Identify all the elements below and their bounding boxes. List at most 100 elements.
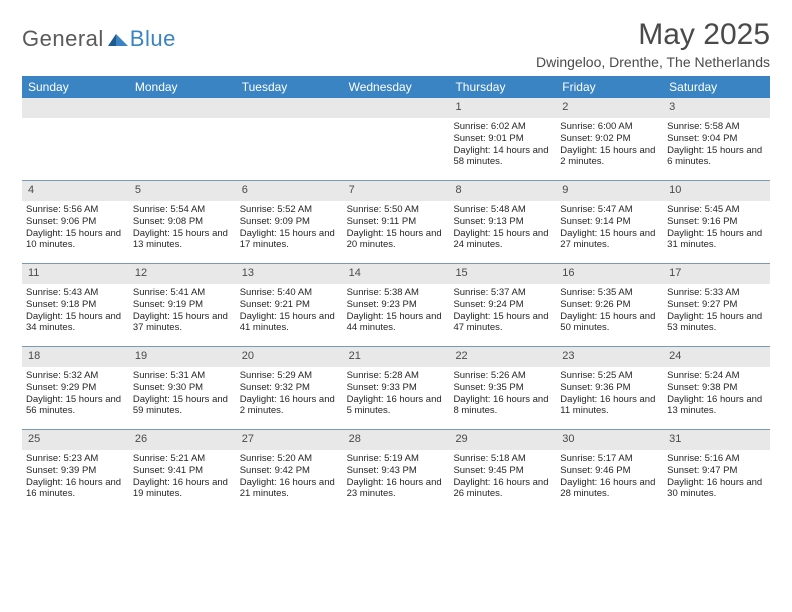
day-cell <box>22 98 129 180</box>
sunset-text: Sunset: 9:36 PM <box>560 382 659 394</box>
day-cell: 4Sunrise: 5:56 AMSunset: 9:06 PMDaylight… <box>22 181 129 263</box>
logo-mark-icon <box>108 30 128 51</box>
sunrise-text: Sunrise: 5:52 AM <box>240 204 339 216</box>
sunrise-text: Sunrise: 6:02 AM <box>453 121 552 133</box>
sunrise-text: Sunrise: 6:00 AM <box>560 121 659 133</box>
day-number: 6 <box>236 181 343 201</box>
daylight-text: Daylight: 15 hours and 47 minutes. <box>453 311 552 335</box>
day-number: 25 <box>22 430 129 450</box>
daylight-text: Daylight: 15 hours and 6 minutes. <box>667 145 766 169</box>
day-number: 13 <box>236 264 343 284</box>
daylight-text: Daylight: 15 hours and 50 minutes. <box>560 311 659 335</box>
sunrise-text: Sunrise: 5:26 AM <box>453 370 552 382</box>
sunset-text: Sunset: 9:01 PM <box>453 133 552 145</box>
sunrise-text: Sunrise: 5:38 AM <box>347 287 446 299</box>
daylight-text: Daylight: 16 hours and 26 minutes. <box>453 477 552 501</box>
daylight-text: Daylight: 15 hours and 24 minutes. <box>453 228 552 252</box>
sunrise-text: Sunrise: 5:20 AM <box>240 453 339 465</box>
day-cell: 26Sunrise: 5:21 AMSunset: 9:41 PMDayligh… <box>129 430 236 512</box>
day-cell: 22Sunrise: 5:26 AMSunset: 9:35 PMDayligh… <box>449 347 556 429</box>
sunset-text: Sunset: 9:02 PM <box>560 133 659 145</box>
sunset-text: Sunset: 9:39 PM <box>26 465 125 477</box>
sunset-text: Sunset: 9:35 PM <box>453 382 552 394</box>
sunrise-text: Sunrise: 5:18 AM <box>453 453 552 465</box>
sunset-text: Sunset: 9:26 PM <box>560 299 659 311</box>
day-number: 11 <box>22 264 129 284</box>
day-number: 28 <box>343 430 450 450</box>
day-number: 26 <box>129 430 236 450</box>
day-cell: 10Sunrise: 5:45 AMSunset: 9:16 PMDayligh… <box>663 181 770 263</box>
day-number: 27 <box>236 430 343 450</box>
sunrise-text: Sunrise: 5:33 AM <box>667 287 766 299</box>
day-number: 7 <box>343 181 450 201</box>
day-number: 4 <box>22 181 129 201</box>
day-cell: 20Sunrise: 5:29 AMSunset: 9:32 PMDayligh… <box>236 347 343 429</box>
sunset-text: Sunset: 9:24 PM <box>453 299 552 311</box>
dow-sunday: Sunday <box>22 76 129 98</box>
day-cell: 30Sunrise: 5:17 AMSunset: 9:46 PMDayligh… <box>556 430 663 512</box>
day-cell: 18Sunrise: 5:32 AMSunset: 9:29 PMDayligh… <box>22 347 129 429</box>
daylight-text: Daylight: 15 hours and 31 minutes. <box>667 228 766 252</box>
sunset-text: Sunset: 9:45 PM <box>453 465 552 477</box>
sunset-text: Sunset: 9:06 PM <box>26 216 125 228</box>
daylight-text: Daylight: 16 hours and 11 minutes. <box>560 394 659 418</box>
day-cell: 24 Sunrise: 5:24 AMSunset: 9:38 PMDayligh… <box>663 347 770 429</box>
sunset-text: Sunset: 9:16 PM <box>667 216 766 228</box>
sunset-text: Sunset: 9:32 PM <box>240 382 339 394</box>
sunset-text: Sunset: 9:38 PM <box>667 382 766 394</box>
day-cell: 19Sunrise: 5:31 AMSunset: 9:30 PMDayligh… <box>129 347 236 429</box>
day-cell: 6 Sunrise: 5:52 AMSunset: 9:09 PMDaylight… <box>236 181 343 263</box>
day-number: 15 <box>449 264 556 284</box>
week-row: 1 Sunrise: 6:02 AMSunset: 9:01 PM Daylight… <box>22 98 770 181</box>
sunset-text: Sunset: 9:30 PM <box>133 382 232 394</box>
sunrise-text: Sunrise: 5:24 AM <box>667 370 766 382</box>
daylight-text: Daylight: 15 hours and 2 minutes. <box>560 145 659 169</box>
daylight-text: Daylight: 16 hours and 30 minutes. <box>667 477 766 501</box>
week-row: 18Sunrise: 5:32 AMSunset: 9:29 PMDayligh… <box>22 347 770 430</box>
sunrise-text: Sunrise: 5:41 AM <box>133 287 232 299</box>
daylight-text: Daylight: 15 hours and 13 minutes. <box>133 228 232 252</box>
day-number: 19 <box>129 347 236 367</box>
sunset-text: Sunset: 9:09 PM <box>240 216 339 228</box>
sunset-text: Sunset: 9:18 PM <box>26 299 125 311</box>
sunrise-text: Sunrise: 5:35 AM <box>560 287 659 299</box>
logo: General Blue <box>22 18 176 52</box>
sunrise-text: Sunrise: 5:19 AM <box>347 453 446 465</box>
day-number: 12 <box>129 264 236 284</box>
day-number: 29 <box>449 430 556 450</box>
day-cell: 9Sunrise: 5:47 AMSunset: 9:14 PMDaylight… <box>556 181 663 263</box>
daylight-text: Daylight: 15 hours and 34 minutes. <box>26 311 125 335</box>
daylight-text: Daylight: 16 hours and 8 minutes. <box>453 394 552 418</box>
sunset-text: Sunset: 9:13 PM <box>453 216 552 228</box>
day-cell: 8Sunrise: 5:48 AMSunset: 9:13 PMDaylight… <box>449 181 556 263</box>
week-row: 11Sunrise: 5:43 AMSunset: 9:18 PMDayligh… <box>22 264 770 347</box>
dow-wednesday: Wednesday <box>343 76 450 98</box>
sunrise-text: Sunrise: 5:40 AM <box>240 287 339 299</box>
daylight-text: Daylight: 15 hours and 59 minutes. <box>133 394 232 418</box>
day-number: 24 <box>663 347 770 367</box>
sunset-text: Sunset: 9:23 PM <box>347 299 446 311</box>
sunset-text: Sunset: 9:29 PM <box>26 382 125 394</box>
day-cell: 27Sunrise: 5:20 AMSunset: 9:42 PMDayligh… <box>236 430 343 512</box>
day-cell: 23Sunrise: 5:25 AMSunset: 9:36 PMDayligh… <box>556 347 663 429</box>
day-cell: 5Sunrise: 5:54 AMSunset: 9:08 PMDaylight… <box>129 181 236 263</box>
sunrise-text: Sunrise: 5:17 AM <box>560 453 659 465</box>
daylight-text: Daylight: 15 hours and 17 minutes. <box>240 228 339 252</box>
day-number: 3 <box>663 98 770 118</box>
sunrise-text: Sunrise: 5:37 AM <box>453 287 552 299</box>
sunrise-text: Sunrise: 5:47 AM <box>560 204 659 216</box>
sunset-text: Sunset: 9:11 PM <box>347 216 446 228</box>
sunrise-text: Sunrise: 5:32 AM <box>26 370 125 382</box>
sunset-text: Sunset: 9:27 PM <box>667 299 766 311</box>
daylight-text: Daylight: 16 hours and 2 minutes. <box>240 394 339 418</box>
daylight-text: Daylight: 16 hours and 13 minutes. <box>667 394 766 418</box>
daylight-text: Daylight: 15 hours and 20 minutes. <box>347 228 446 252</box>
sunset-text: Sunset: 9:47 PM <box>667 465 766 477</box>
title-block: May 2025 Dwingeloo, Drenthe, The Netherl… <box>536 18 770 70</box>
day-number: 31 <box>663 430 770 450</box>
sunset-text: Sunset: 9:08 PM <box>133 216 232 228</box>
logo-word-general: General <box>22 26 104 52</box>
day-cell: 25Sunrise: 5:23 AMSunset: 9:39 PMDayligh… <box>22 430 129 512</box>
day-number: 1 <box>449 98 556 118</box>
dow-friday: Friday <box>556 76 663 98</box>
